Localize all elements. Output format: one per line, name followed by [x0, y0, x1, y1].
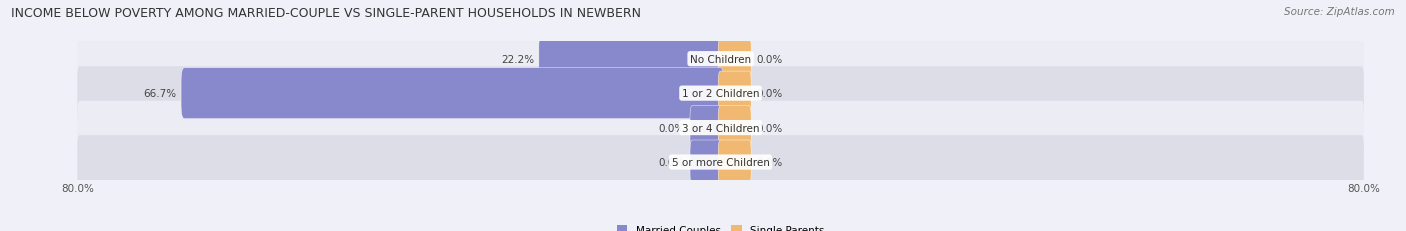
Text: 0.0%: 0.0% [756, 55, 783, 64]
Text: INCOME BELOW POVERTY AMONG MARRIED-COUPLE VS SINGLE-PARENT HOUSEHOLDS IN NEWBERN: INCOME BELOW POVERTY AMONG MARRIED-COUPL… [11, 7, 641, 20]
Text: 1 or 2 Children: 1 or 2 Children [682, 89, 759, 99]
Text: 0.0%: 0.0% [756, 123, 783, 133]
Text: 5 or more Children: 5 or more Children [672, 157, 769, 167]
FancyBboxPatch shape [77, 136, 1364, 189]
Text: Source: ZipAtlas.com: Source: ZipAtlas.com [1284, 7, 1395, 17]
Text: 0.0%: 0.0% [756, 89, 783, 99]
Text: 66.7%: 66.7% [143, 89, 176, 99]
Text: 0.0%: 0.0% [756, 157, 783, 167]
FancyBboxPatch shape [690, 106, 723, 150]
Text: 3 or 4 Children: 3 or 4 Children [682, 123, 759, 133]
FancyBboxPatch shape [690, 140, 723, 184]
FancyBboxPatch shape [718, 72, 751, 116]
Text: 0.0%: 0.0% [658, 157, 685, 167]
FancyBboxPatch shape [77, 67, 1364, 121]
FancyBboxPatch shape [718, 106, 751, 150]
FancyBboxPatch shape [718, 140, 751, 184]
FancyBboxPatch shape [718, 37, 751, 81]
Text: 22.2%: 22.2% [501, 55, 534, 64]
Text: No Children: No Children [690, 55, 751, 64]
FancyBboxPatch shape [181, 68, 724, 119]
FancyBboxPatch shape [77, 33, 1364, 86]
FancyBboxPatch shape [538, 34, 724, 85]
Legend: Married Couples, Single Parents: Married Couples, Single Parents [613, 221, 828, 231]
Text: 0.0%: 0.0% [658, 123, 685, 133]
FancyBboxPatch shape [77, 101, 1364, 155]
